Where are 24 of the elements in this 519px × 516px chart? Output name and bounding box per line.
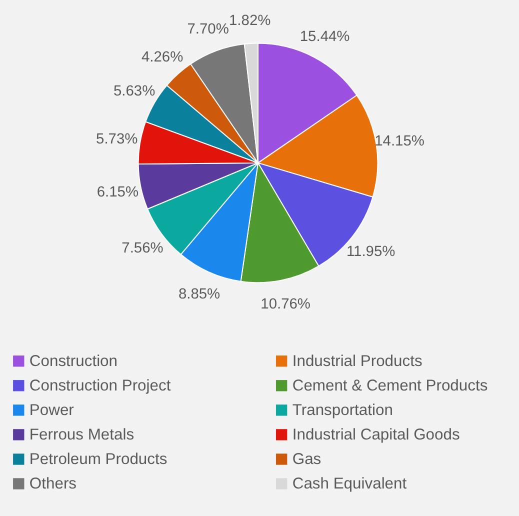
data-label: 14.15% xyxy=(374,134,424,150)
data-label: 11.95% xyxy=(346,244,396,260)
legend-label: Transportation xyxy=(292,402,393,420)
data-label: 7.56% xyxy=(122,240,164,257)
data-label: 15.44% xyxy=(300,29,350,46)
legend-label: Petroleum Products xyxy=(29,451,168,468)
legend-label: Industrial Capital Goods xyxy=(292,426,460,444)
data-label: 8.85% xyxy=(178,286,220,302)
data-label: 6.15% xyxy=(96,184,139,201)
legend-label: Construction xyxy=(29,353,118,370)
legend-label: Construction Project xyxy=(29,378,172,395)
legend-label: Others xyxy=(29,476,77,493)
legend-label: Industrial Products xyxy=(292,353,422,370)
legend-label: Power xyxy=(29,402,74,420)
legend-label: Cash Equivalent xyxy=(292,476,408,493)
data-label: 1.82% xyxy=(228,12,271,29)
legend-label: Cement & Cement Products xyxy=(292,378,488,395)
data-label: 10.76% xyxy=(260,296,311,312)
data-label: 5.63% xyxy=(113,84,156,100)
legend-label: Ferrous Metals xyxy=(29,426,134,444)
data-label: 4.26% xyxy=(141,49,184,66)
legend-label: Gas xyxy=(292,451,322,468)
data-label: 5.73% xyxy=(96,131,138,148)
data-label: 7.70% xyxy=(187,22,229,38)
